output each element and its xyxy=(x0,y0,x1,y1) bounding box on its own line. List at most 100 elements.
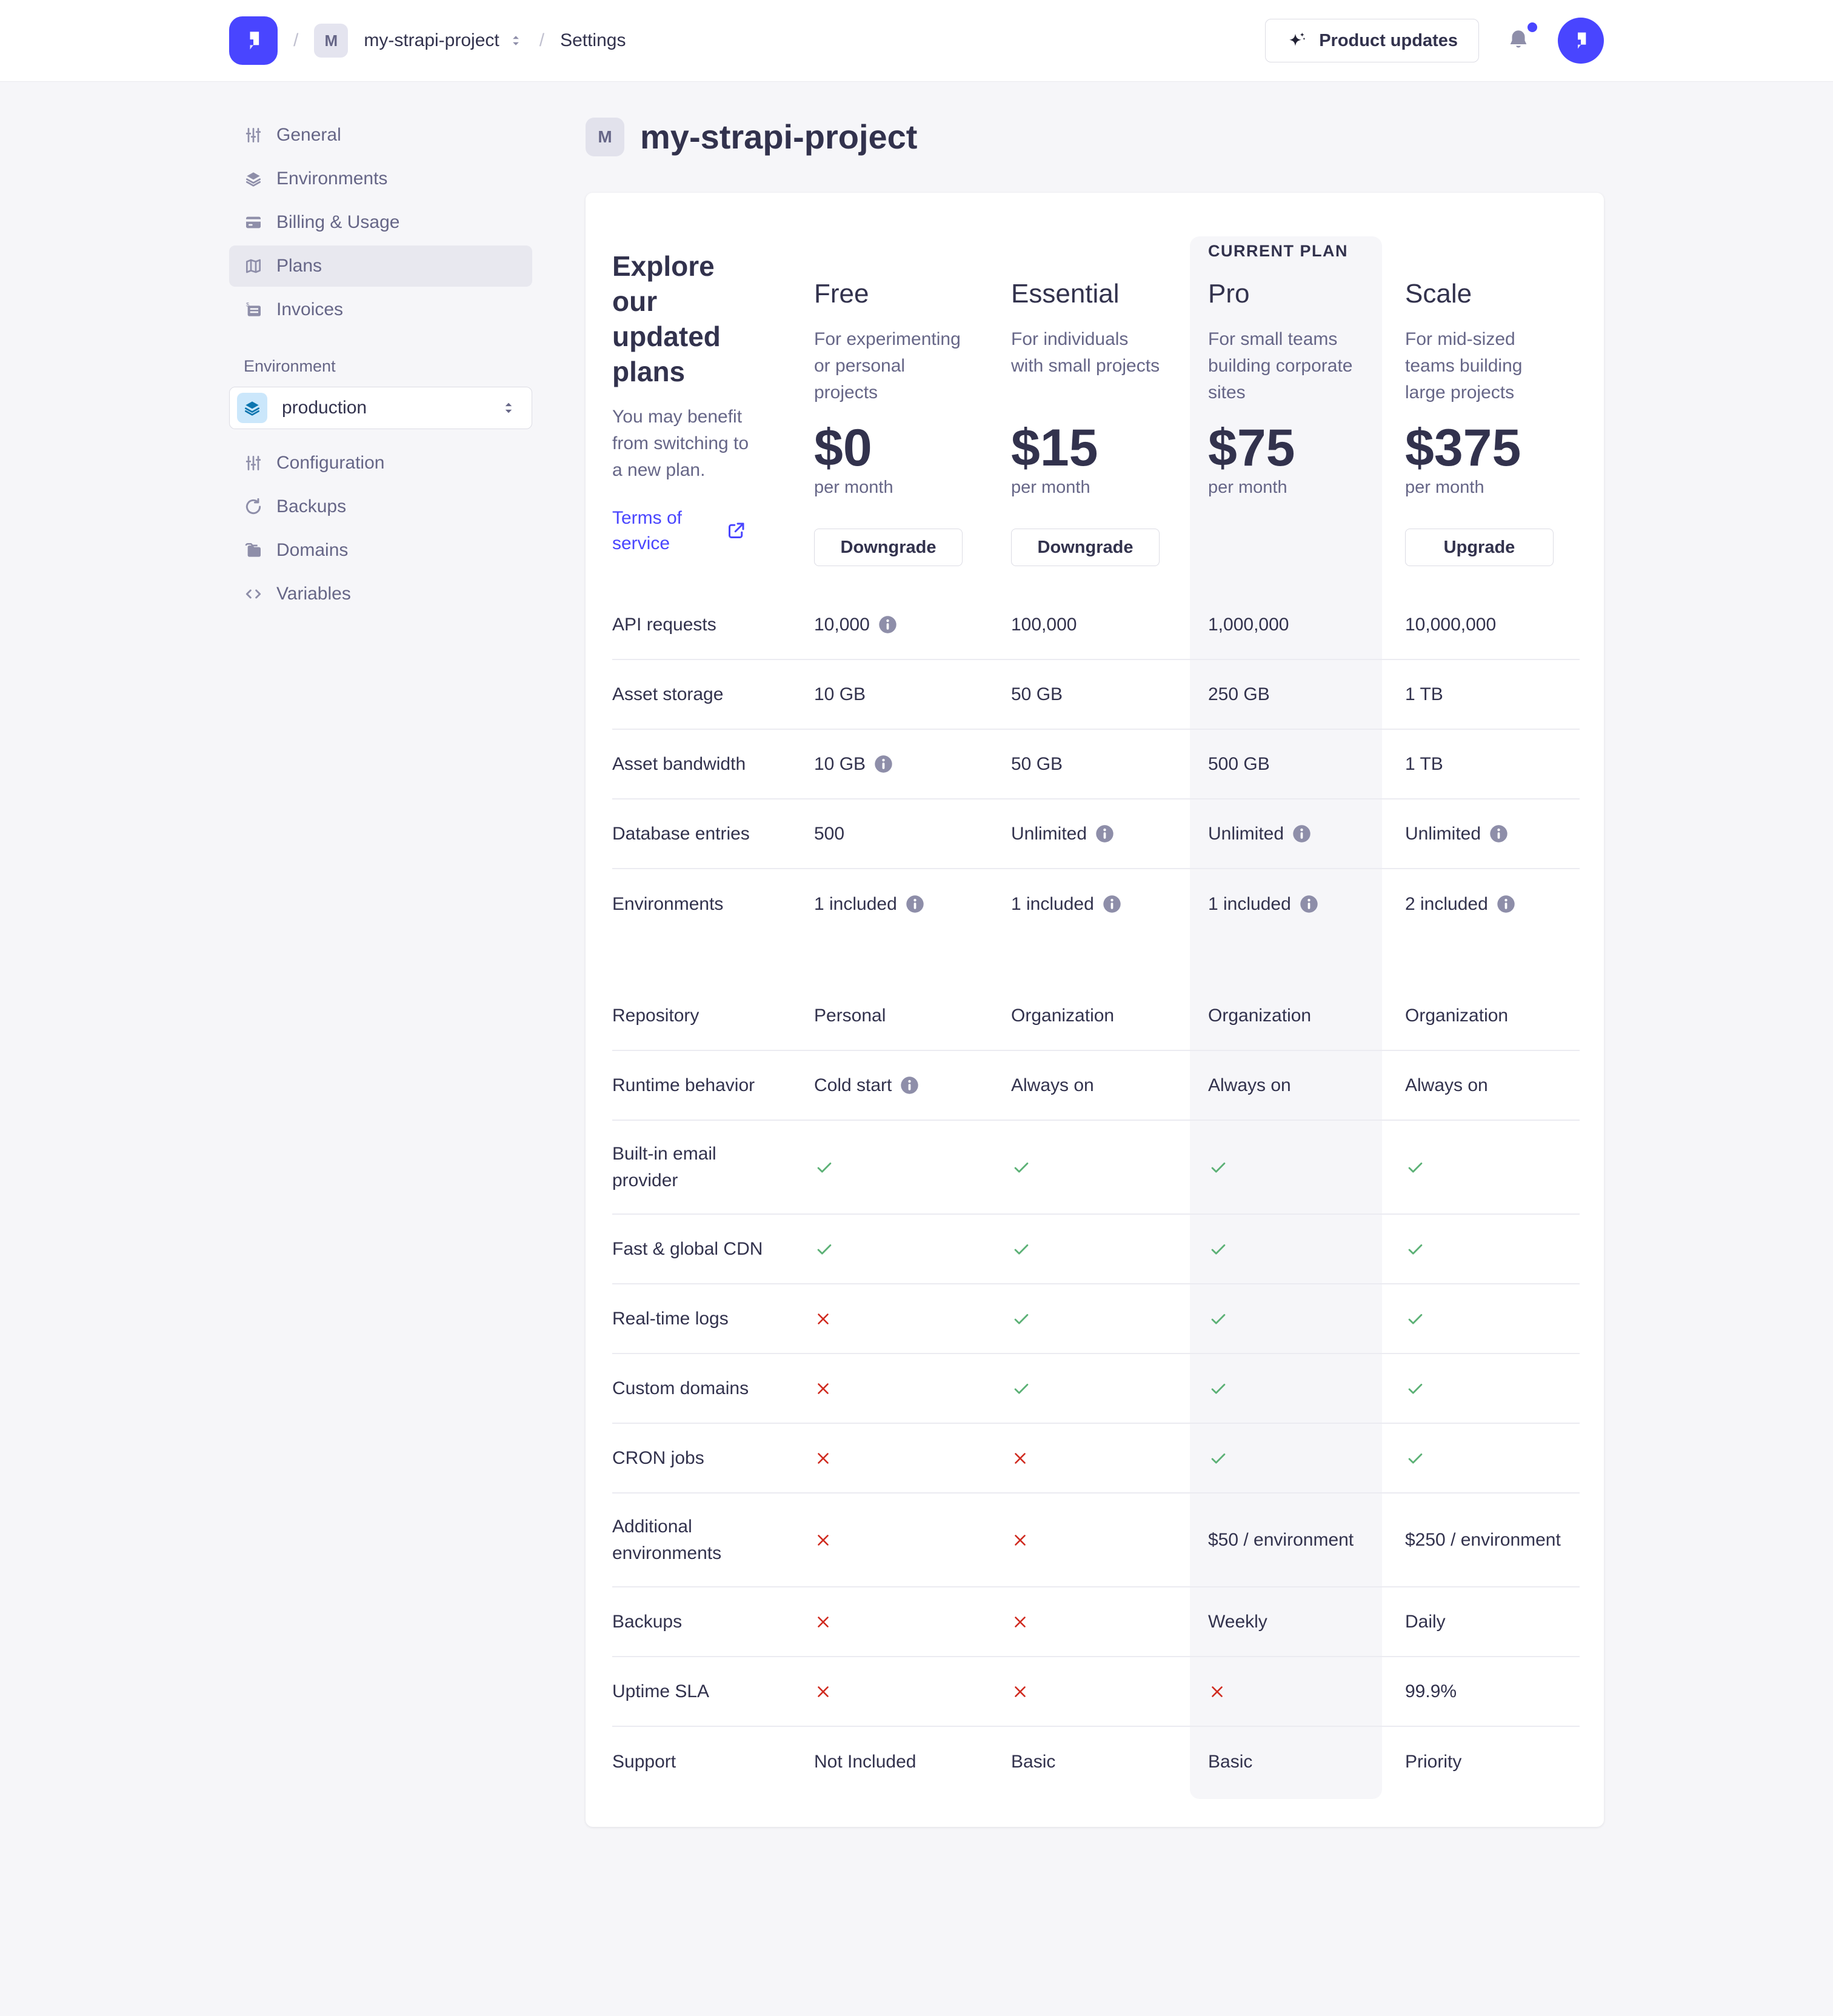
sidebar-item-configuration[interactable]: Configuration xyxy=(229,442,532,484)
feature-cell-essential: 100,000 xyxy=(986,615,1183,635)
info-icon[interactable] xyxy=(874,755,893,773)
cross-icon xyxy=(1011,1613,1029,1631)
feature-value: 1 TB xyxy=(1405,753,1443,774)
plan-description: For experimenting or personal projects xyxy=(814,329,961,402)
feature-label: API requests xyxy=(612,614,716,635)
feature-label: Asset storage xyxy=(612,684,724,704)
environment-badge xyxy=(237,393,267,423)
upgrade-button[interactable]: Upgrade xyxy=(1405,529,1554,566)
info-icon[interactable] xyxy=(1300,895,1318,913)
info-icon[interactable] xyxy=(1095,824,1114,843)
feature-cell-pro: $50 / environment xyxy=(1183,1530,1380,1550)
feature-cell-free: Cold start xyxy=(789,1075,986,1096)
info-icon[interactable] xyxy=(878,615,897,634)
feature-value: Unlimited xyxy=(1011,823,1087,844)
feature-cell-free: 10 GB xyxy=(789,684,986,705)
feature-value: 1 TB xyxy=(1405,684,1443,704)
feature-value: Basic xyxy=(1011,1751,1056,1772)
feature-cell-essential: Basic xyxy=(986,1752,1183,1772)
check-icon xyxy=(1208,1157,1229,1178)
layers-icon xyxy=(245,401,259,416)
sidebar-item-invoices[interactable]: $ Invoices xyxy=(229,289,532,330)
sidebar-item-label: Configuration xyxy=(276,453,385,473)
feature-value: 100,000 xyxy=(1011,614,1077,635)
sidebar-item-environments[interactable]: Environments xyxy=(229,158,532,199)
downgrade-button[interactable]: Downgrade xyxy=(1011,529,1160,566)
feature-value: 99.9% xyxy=(1405,1681,1457,1701)
feature-cell-scale xyxy=(1380,1378,1577,1399)
plan-column-free: Free For experimenting or personal projec… xyxy=(789,223,986,566)
feature-cell-essential xyxy=(986,1449,1183,1467)
feature-cell-free: 10,000 xyxy=(789,615,986,635)
info-icon[interactable] xyxy=(900,1076,919,1095)
table-row: Database entries 500 Unlimited Unlimited Unl… xyxy=(612,799,1580,869)
sidebar-item-general[interactable]: General xyxy=(229,115,532,156)
check-icon xyxy=(1405,1157,1426,1178)
feature-value: Organization xyxy=(1208,1005,1312,1026)
environment-select[interactable]: production xyxy=(229,387,532,429)
info-icon[interactable] xyxy=(906,895,924,913)
cross-icon xyxy=(1011,1531,1029,1549)
feature-value: 10 GB xyxy=(814,753,866,774)
feature-cell-pro xyxy=(1183,1239,1380,1260)
sidebar-item-domains[interactable]: Domains xyxy=(229,530,532,571)
cross-icon xyxy=(814,1310,832,1328)
main-content: M my-strapi-project Explore our updated … xyxy=(586,108,1604,1900)
feature-cell-pro xyxy=(1183,1309,1380,1329)
feature-cell-essential xyxy=(986,1239,1183,1260)
sidebar-item-plans[interactable]: Plans xyxy=(229,245,532,287)
info-icon[interactable] xyxy=(1489,824,1508,843)
feature-label: Uptime SLA xyxy=(612,1681,710,1701)
sidebar-item-variables[interactable]: Variables xyxy=(229,573,532,615)
terms-of-service-link[interactable]: Terms of service xyxy=(612,506,762,556)
project-switcher[interactable]: my-strapi-project xyxy=(364,30,523,51)
feature-cell-free: 10 GB xyxy=(789,754,986,775)
cross-icon xyxy=(814,1683,832,1701)
strapi-logo[interactable] xyxy=(229,16,278,65)
plan-column-essential: Essential For individuals with small proj… xyxy=(986,223,1183,566)
refresh-icon xyxy=(244,497,263,516)
feature-value: Priority xyxy=(1405,1751,1462,1772)
sidebar-item-label: Environments xyxy=(276,169,388,189)
feature-cell-free: Personal xyxy=(789,1006,986,1026)
feature-label: Real-time logs xyxy=(612,1308,729,1329)
info-icon[interactable] xyxy=(1292,824,1311,843)
cross-icon xyxy=(1208,1683,1226,1701)
feature-value: Personal xyxy=(814,1005,886,1026)
check-icon xyxy=(814,1157,835,1178)
feature-cell-pro: Weekly xyxy=(1183,1612,1380,1632)
feature-label: Support xyxy=(612,1751,676,1772)
sidebar-item-label: Variables xyxy=(276,584,351,604)
feature-value: Cold start xyxy=(814,1075,892,1095)
feature-cell-scale xyxy=(1380,1157,1577,1178)
info-icon[interactable] xyxy=(1497,895,1515,913)
plan-name: Free xyxy=(814,279,869,309)
check-icon xyxy=(1011,1309,1032,1329)
notifications-button[interactable] xyxy=(1506,22,1537,55)
plan-column-pro: CURRENT PLAN Pro For small teams building … xyxy=(1183,223,1380,566)
sliders-icon xyxy=(244,125,263,145)
settings-sidebar: General Environments Billing & Usage Plans $… xyxy=(229,108,532,1900)
sidebar-item-billing-usage[interactable]: Billing & Usage xyxy=(229,202,532,243)
downgrade-button[interactable]: Downgrade xyxy=(814,529,963,566)
info-icon[interactable] xyxy=(1103,895,1121,913)
feature-cell-free xyxy=(789,1310,986,1328)
user-avatar[interactable] xyxy=(1558,18,1604,64)
table-row: Real-time logs xyxy=(612,1284,1580,1354)
plan-period: per month xyxy=(1011,478,1090,497)
feature-value: 10,000 xyxy=(814,614,870,635)
sidebar-item-backups[interactable]: Backups xyxy=(229,486,532,527)
feature-cell-scale: 1 TB xyxy=(1380,754,1577,775)
feature-value: Basic xyxy=(1208,1751,1253,1772)
feature-label: Runtime behavior xyxy=(612,1075,755,1095)
environment-select-value: production xyxy=(282,398,367,418)
breadcrumb-separator: / xyxy=(293,30,299,50)
product-updates-button[interactable]: Product updates xyxy=(1265,19,1479,62)
feature-value: 10,000,000 xyxy=(1405,614,1497,635)
table-row: Built-in email provider xyxy=(612,1121,1580,1215)
table-row: Custom domains xyxy=(612,1354,1580,1424)
feature-value: 50 GB xyxy=(1011,753,1063,774)
cross-icon xyxy=(814,1613,832,1631)
page-title: M my-strapi-project xyxy=(586,117,1604,156)
sidebar-item-label: General xyxy=(276,125,341,145)
